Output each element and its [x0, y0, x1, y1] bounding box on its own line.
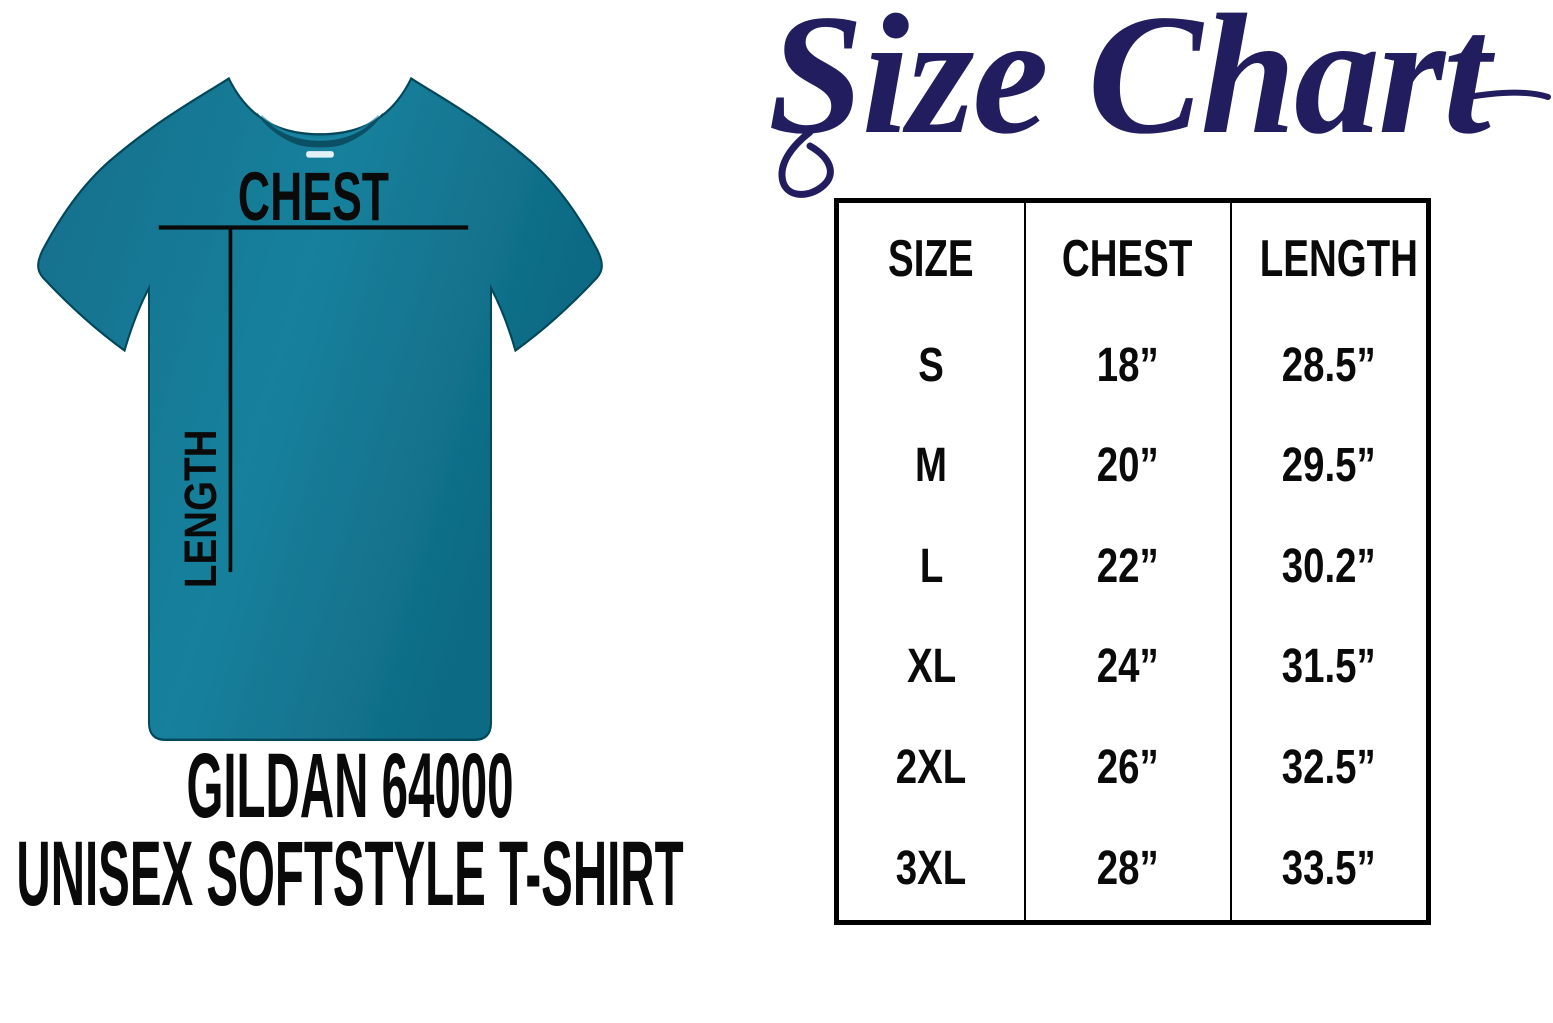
svg-text:CHEST: CHEST: [238, 158, 389, 235]
svg-text:UNISEX SOFTSTYLE T-SHIRT: UNISEX SOFTSTYLE T-SHIRT: [16, 822, 683, 925]
svg-text:Size Chart: Size Chart: [768, 0, 1496, 170]
svg-text:LENGTH: LENGTH: [175, 429, 226, 588]
